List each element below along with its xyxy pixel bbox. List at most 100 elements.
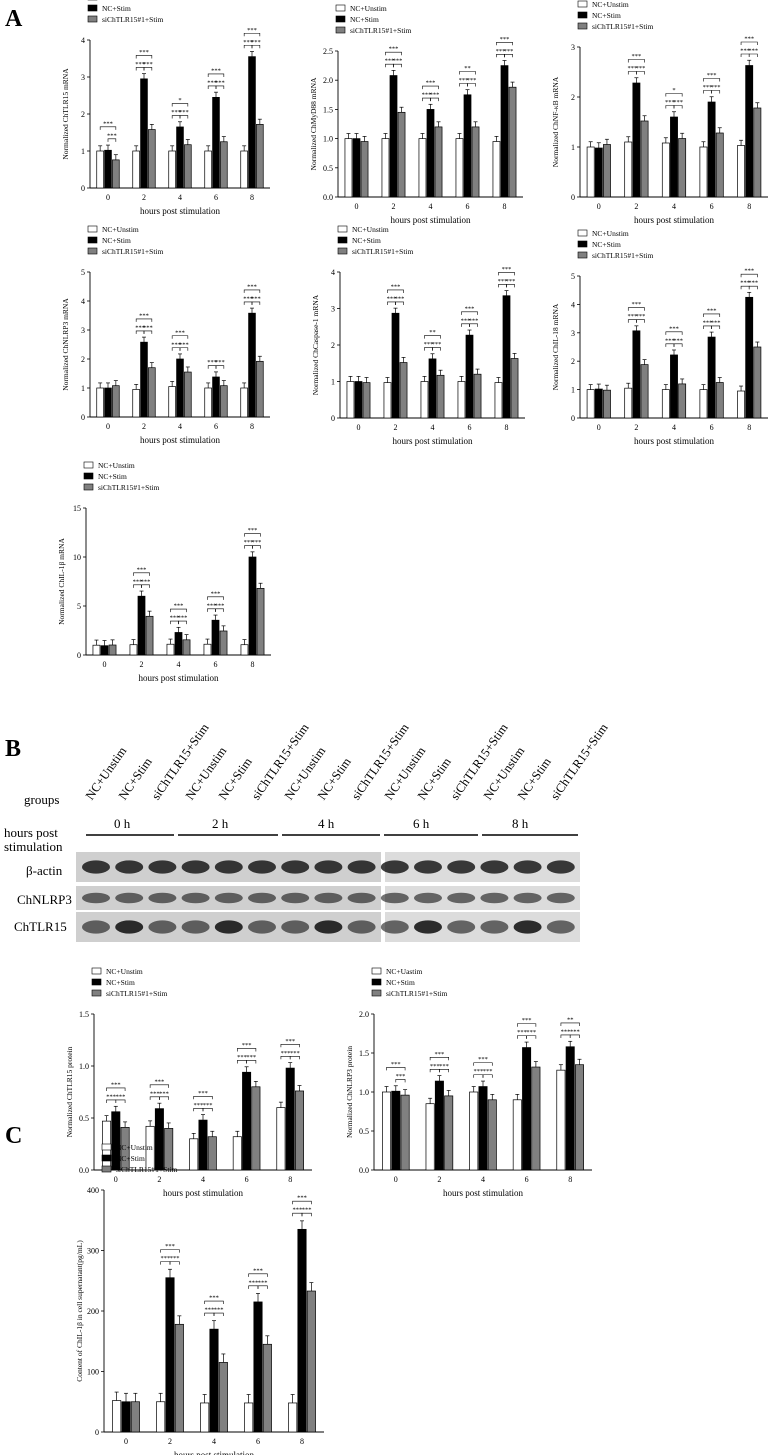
sig-bracket (301, 1212, 312, 1217)
sig-label: *** (422, 92, 432, 99)
sig-label: *** (285, 1038, 295, 1045)
bar (112, 1400, 122, 1433)
legend-label: siChTLR15#1+Stim (102, 247, 163, 256)
sig-label: *** (211, 67, 221, 74)
sig-label: *** (170, 615, 180, 622)
sig-bracket (526, 1035, 537, 1039)
bar (400, 1094, 410, 1171)
y-tick-label: 0 (81, 413, 85, 422)
sig-bracket (473, 1062, 493, 1066)
bar (603, 389, 611, 419)
bar (203, 643, 212, 656)
x-tick-label: 4 (201, 1175, 205, 1184)
sig-bracket (496, 42, 513, 46)
bar (487, 1099, 497, 1171)
panel-label-c: C (5, 1123, 23, 1149)
bar (425, 1103, 435, 1171)
bar (428, 358, 437, 419)
legend-swatch (83, 472, 94, 480)
y-tick-label: 2.0 (359, 1010, 369, 1019)
bar (148, 129, 156, 189)
bar (471, 126, 480, 198)
bar (256, 588, 265, 656)
y-tick-label: 5 (81, 268, 85, 277)
sig-label: *** (178, 615, 188, 622)
sig-label: *** (150, 1090, 160, 1097)
sig-bracket (213, 1312, 224, 1317)
bar (344, 138, 353, 198)
bar (256, 124, 264, 189)
bar (465, 334, 474, 419)
bar (383, 382, 392, 419)
sig-bracket (143, 330, 153, 334)
legend-swatch (83, 483, 94, 491)
bar (397, 111, 406, 198)
x-tick-label: 2 (140, 660, 144, 669)
legend-label: NC+Stim (352, 236, 381, 245)
bar (220, 141, 228, 189)
y-tick-label: 0 (81, 184, 85, 193)
sig-label: *** (430, 92, 440, 99)
sig-bracket (215, 85, 225, 89)
blot-band (214, 860, 243, 874)
x-tick-label: 4 (672, 202, 676, 211)
y-tick-label: 2 (571, 93, 575, 102)
sig-bracket (627, 307, 645, 311)
sig-bracket (141, 584, 150, 588)
blot-band (181, 860, 210, 874)
sig-label: *** (135, 61, 145, 68)
sig-label: *** (237, 1054, 247, 1061)
sig-bracket (202, 1107, 213, 1112)
sig-label: *** (302, 1207, 312, 1214)
bar (346, 381, 355, 419)
x-tick-label: 2 (634, 423, 638, 432)
bar (463, 94, 472, 198)
sig-label: * (672, 87, 675, 94)
blot-band (546, 892, 575, 904)
sig-label: *** (673, 99, 683, 106)
sig-label: *** (389, 46, 399, 53)
groups-label: groups (24, 792, 60, 807)
blot-band (115, 920, 144, 934)
blot-band (380, 920, 409, 934)
x-tick-label: 0 (103, 660, 107, 669)
sig-bracket (459, 71, 476, 75)
bar (184, 144, 192, 189)
bar (251, 1086, 261, 1171)
bar (586, 146, 595, 198)
legend-label: siChTLR15#1+Stim (106, 989, 167, 998)
sig-label: *** (439, 1063, 449, 1070)
sig-bracket (243, 289, 261, 293)
sig-bracket (673, 105, 683, 109)
y-axis-label: Content of ChIL-1β in cell supernatant(p… (75, 1240, 84, 1382)
x-tick-label: 8 (503, 202, 507, 211)
sig-label: *** (636, 65, 646, 72)
bar (565, 1046, 575, 1171)
bar (508, 86, 517, 198)
sig-label: *** (139, 49, 149, 56)
bar (457, 381, 466, 419)
bar (96, 150, 104, 189)
sig-label: *** (215, 359, 225, 366)
sig-bracket (207, 596, 224, 600)
chart-chnlrp3-protein: NC+Uastim NC+Stim siChTLR15#1+Stim 0.0 0.5 1.… (345, 967, 592, 1198)
x-tick-label: 2 (634, 202, 638, 211)
x-tick-label: 6 (466, 202, 470, 211)
bar (737, 145, 745, 198)
blot-band (314, 920, 343, 934)
sig-bracket (215, 608, 224, 612)
y-tick-label: 100 (87, 1368, 99, 1377)
legend-swatch (335, 4, 346, 12)
sig-label: *** (251, 295, 261, 302)
sig-label: *** (106, 1093, 116, 1100)
sig-bracket (560, 1022, 580, 1026)
blot-band (414, 892, 442, 904)
sig-label: *** (193, 1102, 203, 1109)
bar (140, 341, 148, 418)
blot-band (480, 920, 509, 934)
sig-label: *** (246, 1054, 256, 1061)
blot-band (214, 920, 243, 934)
y-axis-label: Normalized ChCaspase-1 mRNA (311, 294, 320, 395)
x-tick-label: 0 (106, 422, 110, 431)
sig-label: *** (248, 1279, 258, 1286)
